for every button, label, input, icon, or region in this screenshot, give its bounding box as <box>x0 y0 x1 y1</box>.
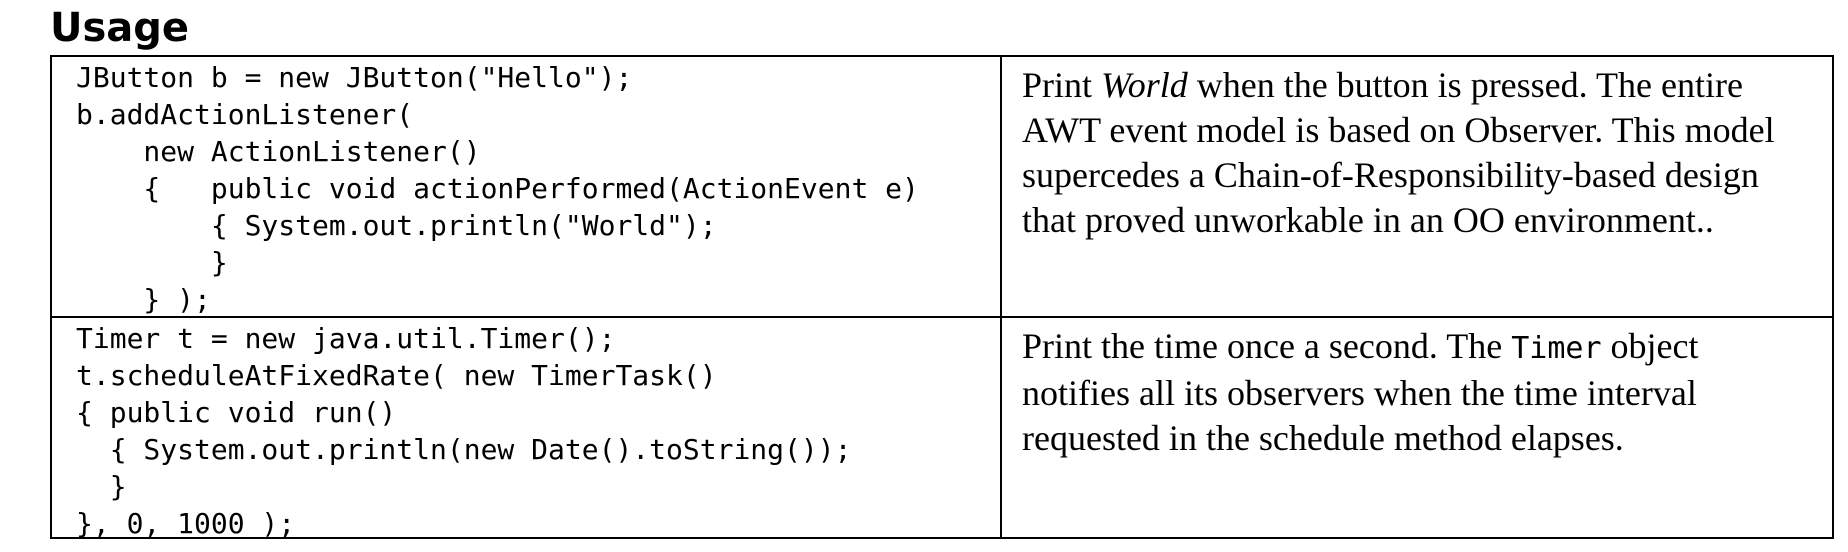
code-snippet-actionlistener: JButton b = new JButton("Hello"); b.addA… <box>76 61 919 316</box>
usage-table: JButton b = new JButton("Hello"); b.addA… <box>50 55 1834 539</box>
table-row: Timer t = new java.util.Timer(); t.sched… <box>52 318 1832 537</box>
emphasis-world: World <box>1101 65 1188 105</box>
code-term-timer: Timer <box>1511 331 1602 366</box>
description-cell-actionlistener: Print World when the button is pressed. … <box>1002 57 1832 316</box>
code-snippet-timer: Timer t = new java.util.Timer(); t.sched… <box>76 322 852 537</box>
description-timer: Print the time once a second. The Timer … <box>1022 326 1699 458</box>
description-actionlistener: Print World when the button is pressed. … <box>1022 65 1775 240</box>
description-cell-timer: Print the time once a second. The Timer … <box>1002 318 1832 537</box>
code-cell-timer: Timer t = new java.util.Timer(); t.sched… <box>52 318 1002 537</box>
page-title: Usage <box>50 5 190 51</box>
table-row: JButton b = new JButton("Hello"); b.addA… <box>52 57 1832 318</box>
code-cell-actionlistener: JButton b = new JButton("Hello"); b.addA… <box>52 57 1002 316</box>
